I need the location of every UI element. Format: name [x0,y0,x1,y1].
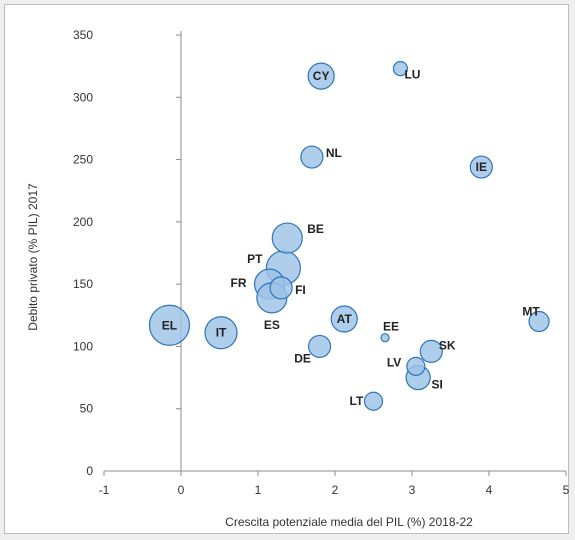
x-tick-label: -1 [99,483,110,497]
x-tick-label: 3 [409,483,416,497]
bubble-cy [307,62,335,90]
label-ee: EE [383,320,399,334]
y-axis-title: Debito privato (% PIL) 2017 [26,183,40,331]
bubble-ie [469,155,493,179]
bubble-be [271,222,303,254]
bubble-el [148,304,191,346]
bubble-de [308,334,332,359]
label-at: AT [337,312,353,326]
x-tick-label: 5 [563,483,570,497]
label-lu: LU [404,68,420,82]
y-tick-label: 200 [73,215,93,229]
label-lv: LV [387,355,401,369]
bubble-mt [528,310,550,333]
bubble-sk [419,339,443,364]
label-fi: FI [295,283,306,297]
bubble-fi [269,276,293,300]
label-fr: FR [231,276,247,290]
label-be: BE [307,222,324,236]
label-es: ES [264,318,280,332]
y-tick-label: 50 [80,402,94,416]
y-tick-label: 150 [73,277,93,291]
x-tick-label: 4 [486,483,493,497]
bubble-nl [300,145,324,169]
y-tick-label: 0 [86,464,93,478]
label-pt: PT [247,252,263,266]
label-ie: IE [476,160,487,174]
bubble-it [204,316,238,350]
label-si: SI [431,378,442,392]
y-tick-label: 350 [73,28,93,42]
bubble-lu [392,61,409,77]
y-tick-label: 300 [73,90,93,104]
label-el: EL [162,318,177,332]
x-tick-label: 1 [255,483,262,497]
label-nl: NL [326,146,342,160]
chart-frame: -1 0 1 2 3 4 5 0 50 100 150 200 250 300 350 Crescita po… [4,4,570,534]
x-tick-label: 2 [332,483,339,497]
bubble-lv [406,356,426,376]
x-axis-title: Crescita potenziale media del PIL (%) 20… [225,515,473,529]
label-it: IT [216,326,227,340]
label-lt: LT [350,394,364,408]
label-mt: MT [522,305,540,319]
bubble-at [330,305,358,333]
label-sk: SK [439,338,456,352]
label-cy: CY [313,69,330,83]
y-tick-label: 250 [73,153,93,167]
label-de: DE [294,351,311,365]
bubble-ee [380,333,390,343]
x-tick-label: 0 [178,483,185,497]
bubble-lt [363,391,384,411]
y-tick-label: 100 [73,339,93,353]
